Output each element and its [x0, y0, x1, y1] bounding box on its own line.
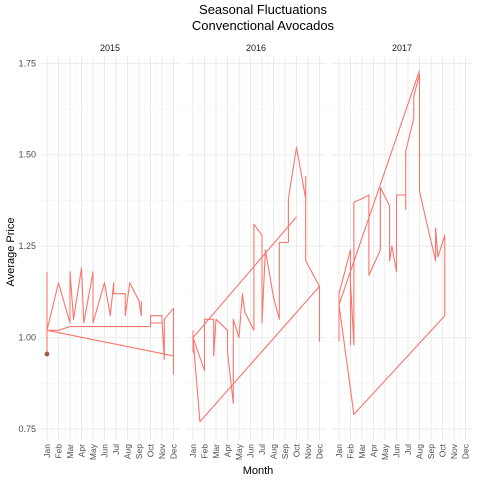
y-axis-label: Average Price	[5, 218, 17, 287]
x-tick-label: Mar	[211, 444, 221, 459]
x-tick-label: Apr	[223, 444, 233, 457]
x-tick-label: May	[88, 443, 98, 460]
x-tick-label: Aug	[269, 444, 279, 459]
x-tick-label: May	[234, 443, 244, 460]
x-tick-label: Jan	[188, 444, 198, 458]
x-tick-label: Jan	[42, 444, 52, 458]
chart-title-line-2: Convenctional Avocados	[192, 18, 335, 33]
panel-strip-label: 2017	[392, 43, 412, 53]
x-tick-label: Oct	[438, 443, 448, 457]
y-tick-label: 1.50	[18, 150, 36, 160]
x-tick-label: Nov	[303, 443, 313, 459]
x-tick-label: Dec	[169, 443, 179, 459]
x-tick-label: Jun	[392, 444, 402, 458]
panel-2016: 2016 Jan Feb Mar Apr May Jun Jul Aug Sep Oct Nov Dec	[186, 43, 326, 460]
x-tick-label: Feb	[346, 444, 356, 459]
x-tick-label: Jul	[111, 444, 121, 455]
panel-2015: 2015 Jan Feb Mar Apr May Jun Jul Aug Sep Oct Nov Dec	[40, 43, 180, 460]
x-tick-label: Apr	[77, 444, 87, 457]
x-tick-label: Jul	[257, 444, 267, 455]
x-tick-label: Dec	[315, 443, 325, 459]
panel-strip-label: 2015	[100, 43, 120, 53]
price-series-line	[338, 70, 446, 415]
x-tick-label: Sep	[134, 444, 144, 459]
x-tick-label: Sep	[280, 444, 290, 459]
x-tick-label: May	[380, 443, 390, 460]
x-tick-label: Nov	[157, 443, 167, 459]
panel-2017: 2017 Jan Feb Mar Apr May Jun Jul Aug Sep Oct Nov Dec	[332, 43, 472, 460]
x-tick-label: Apr	[369, 444, 379, 457]
y-tick-label: 1.00	[18, 333, 36, 343]
x-tick-label: Mar	[357, 444, 367, 459]
x-tick-label: Mar	[65, 444, 75, 459]
x-tick-label: Oct	[146, 443, 156, 457]
panel-strip-label: 2016	[246, 43, 266, 53]
y-axis-ticks: 0.75 1.00 1.25 1.50 1.75	[18, 58, 36, 434]
x-tick-label: Oct	[292, 443, 302, 457]
x-tick-label: Jun	[100, 444, 110, 458]
x-tick-label: Dec	[461, 443, 471, 459]
price-series-line	[46, 267, 175, 375]
x-tick-label: Jun	[246, 444, 256, 458]
x-tick-label: Aug	[123, 444, 133, 459]
x-tick-label: Sep	[426, 444, 436, 459]
price-series-line	[192, 146, 321, 423]
y-tick-label: 1.75	[18, 58, 36, 68]
y-tick-label: 0.75	[18, 424, 36, 434]
y-tick-label: 1.25	[18, 241, 36, 251]
x-tick-label: Nov	[449, 443, 459, 459]
x-tick-label: Jul	[403, 444, 413, 455]
chart-title-line-1: Seasonal Fluctuations	[199, 2, 327, 17]
data-point-marker	[44, 351, 50, 357]
x-axis-label: Month	[243, 465, 274, 477]
x-tick-label: Feb	[54, 444, 64, 459]
x-tick-label: Aug	[415, 444, 425, 459]
x-tick-label: Jan	[334, 444, 344, 458]
x-tick-label: Feb	[200, 444, 210, 459]
